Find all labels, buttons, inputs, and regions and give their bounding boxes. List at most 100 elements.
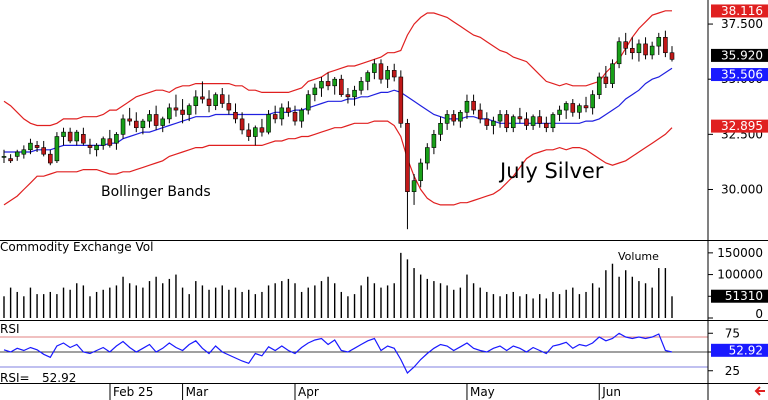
candle <box>140 118 146 135</box>
candle-body <box>67 131 73 142</box>
candle-body <box>471 100 476 111</box>
candle <box>206 90 212 113</box>
candle-body <box>352 89 357 98</box>
candle-body <box>186 105 192 115</box>
candle-body <box>537 116 543 124</box>
bollinger-label: Bollinger Bands <box>101 184 211 200</box>
candle <box>147 110 152 128</box>
candle-body <box>656 36 662 47</box>
candle <box>464 94 470 119</box>
candle-body <box>213 94 218 106</box>
candle-body <box>81 134 86 144</box>
candle-body <box>339 78 344 95</box>
candle-body <box>332 78 337 87</box>
candle <box>438 116 443 141</box>
candle <box>590 90 595 115</box>
candle <box>649 41 655 60</box>
rsi-readout-value: 52.92 <box>42 371 76 385</box>
candle <box>41 140 46 157</box>
candle <box>34 140 40 152</box>
candle-body <box>616 41 622 65</box>
candle-body <box>557 109 562 115</box>
volume-tick-label: 0 <box>755 307 763 321</box>
candle-body <box>464 100 470 113</box>
candle-body <box>451 114 457 122</box>
candle <box>299 107 304 128</box>
candle <box>358 76 364 95</box>
candle <box>504 110 509 133</box>
candle-body <box>41 147 46 155</box>
price-tick-label: 37.500 <box>721 17 763 31</box>
candle-body <box>636 43 642 54</box>
month-label: Apr <box>298 385 319 399</box>
candle <box>431 129 437 155</box>
price-panel: 37.50035.00032.50030.00038.11635.92035.5… <box>1 4 768 230</box>
candle <box>563 101 569 119</box>
candle-body <box>570 103 576 113</box>
price-marker-box <box>711 119 768 133</box>
candle-body <box>643 43 648 56</box>
candle <box>378 59 384 84</box>
candle <box>1 149 7 164</box>
candle-body <box>510 116 516 129</box>
candle <box>616 37 622 69</box>
candle <box>54 132 60 164</box>
candle-body <box>358 81 364 91</box>
candle-body <box>292 111 298 122</box>
candle-body <box>544 123 549 129</box>
candle <box>292 105 298 126</box>
candle <box>14 149 20 161</box>
back-arrow-icon[interactable] <box>754 386 765 396</box>
candle-body <box>497 114 503 122</box>
candle-body <box>127 118 132 122</box>
candle-body <box>577 105 582 113</box>
candle-body <box>590 94 595 109</box>
candle <box>28 138 33 155</box>
candle <box>583 96 589 113</box>
candle <box>133 112 139 133</box>
candle <box>120 114 126 139</box>
candle-body <box>8 158 13 162</box>
candle <box>491 116 496 135</box>
candle-body <box>372 63 377 73</box>
candle <box>279 103 285 126</box>
candle-body <box>378 63 384 80</box>
candle <box>239 112 245 135</box>
candle <box>226 94 232 115</box>
candle <box>656 32 662 55</box>
candle-body <box>610 63 615 84</box>
rsi-tick-label: 75 <box>725 326 740 340</box>
candle <box>246 123 251 141</box>
candle-body <box>603 76 609 84</box>
candle-body <box>1 156 7 158</box>
month-label: May <box>470 385 495 399</box>
candle <box>319 76 324 97</box>
candle <box>610 59 615 89</box>
candle <box>418 158 423 188</box>
candle <box>213 92 218 111</box>
candle-body <box>305 94 311 111</box>
candle <box>8 154 13 164</box>
price-tick-label: 30.000 <box>721 182 763 196</box>
candle-body <box>418 162 423 181</box>
rsi-marker-label: 52.92 <box>729 343 763 357</box>
candle <box>537 110 543 128</box>
candle <box>325 72 331 91</box>
candle-body <box>259 127 265 133</box>
candle-body <box>133 120 139 129</box>
candle-body <box>226 103 232 111</box>
candle-body <box>504 114 509 129</box>
candle <box>458 110 463 128</box>
candle <box>272 105 278 124</box>
candle <box>451 110 457 126</box>
candle <box>266 110 271 135</box>
candle-body <box>153 114 159 126</box>
candle <box>193 90 199 115</box>
candle-body <box>391 70 397 78</box>
candle <box>153 105 159 130</box>
candle-body <box>87 145 93 148</box>
candle <box>557 105 562 122</box>
candle <box>160 116 166 133</box>
price-marker-label: 35.920 <box>721 48 763 62</box>
candle-body <box>312 87 318 95</box>
